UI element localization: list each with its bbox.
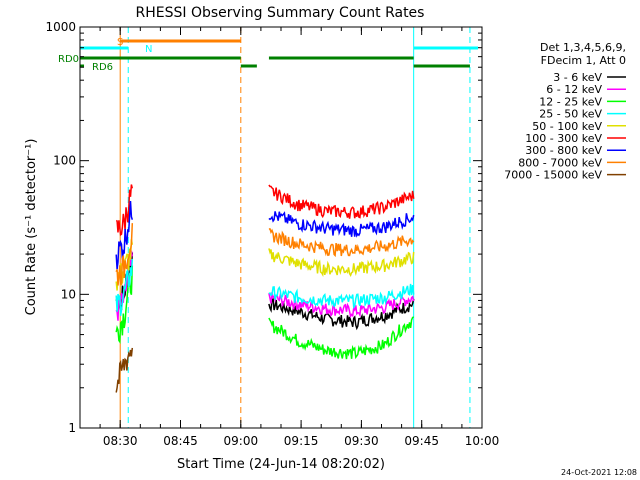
x-axis-label: Start Time (24-Jun-14 08:20:02) [177, 457, 385, 472]
flag-label: RD0 [58, 54, 79, 65]
legend-header-line-1: Det 1,3,4,5,6,9, [540, 41, 626, 54]
series-line [268, 248, 415, 278]
series-line [115, 184, 134, 237]
legend-entry: 6 - 12 keV [546, 83, 602, 96]
series-line [115, 223, 134, 286]
y-tick-label: 10 [61, 287, 76, 301]
y-tick-label: 100 [53, 154, 76, 168]
x-tick-label: 09:15 [284, 434, 319, 448]
legend-entry: 12 - 25 keV [539, 95, 602, 108]
x-tick-label: 08:45 [163, 434, 198, 448]
series-line [268, 316, 415, 360]
flag-label: RD6 [92, 62, 113, 73]
x-tick-label: 09:00 [224, 434, 259, 448]
series-line [268, 184, 415, 219]
legend-entry: 25 - 50 keV [539, 108, 602, 121]
legend-entry: 800 - 7000 keV [518, 156, 602, 169]
legend-entry: 50 - 100 keV [532, 120, 602, 133]
series-line [268, 292, 415, 319]
series-line [115, 347, 134, 393]
y-tick-label: 1000 [45, 20, 76, 34]
series-line [268, 298, 415, 331]
x-tick-label: 09:45 [404, 434, 439, 448]
flag-label: N [145, 44, 152, 55]
y-axis-label: Count Rate (s⁻¹ detector⁻¹) [24, 139, 39, 316]
series-line [268, 283, 415, 309]
series-line [268, 228, 415, 258]
series-line [115, 258, 134, 317]
series-line [268, 211, 415, 238]
x-tick-label: 08:30 [103, 434, 138, 448]
legend-header-line-2: FDecim 1, Att 0 [541, 54, 626, 67]
footer-date: 24-Oct-2021 12:08 [561, 468, 637, 477]
chart-title: RHESSI Observing Summary Count Rates [136, 5, 425, 21]
flag-label: S [117, 37, 123, 48]
legend-entry: 300 - 800 keV [525, 144, 602, 157]
x-tick-label: 10:00 [465, 434, 500, 448]
x-tick-label: 09:30 [344, 434, 379, 448]
legend-entry: 100 - 300 keV [525, 132, 602, 145]
y-tick-label: 1 [68, 421, 76, 435]
series-line [115, 201, 134, 270]
legend-entry: 3 - 6 keV [553, 71, 602, 84]
legend-entry: 7000 - 15000 keV [504, 169, 602, 182]
